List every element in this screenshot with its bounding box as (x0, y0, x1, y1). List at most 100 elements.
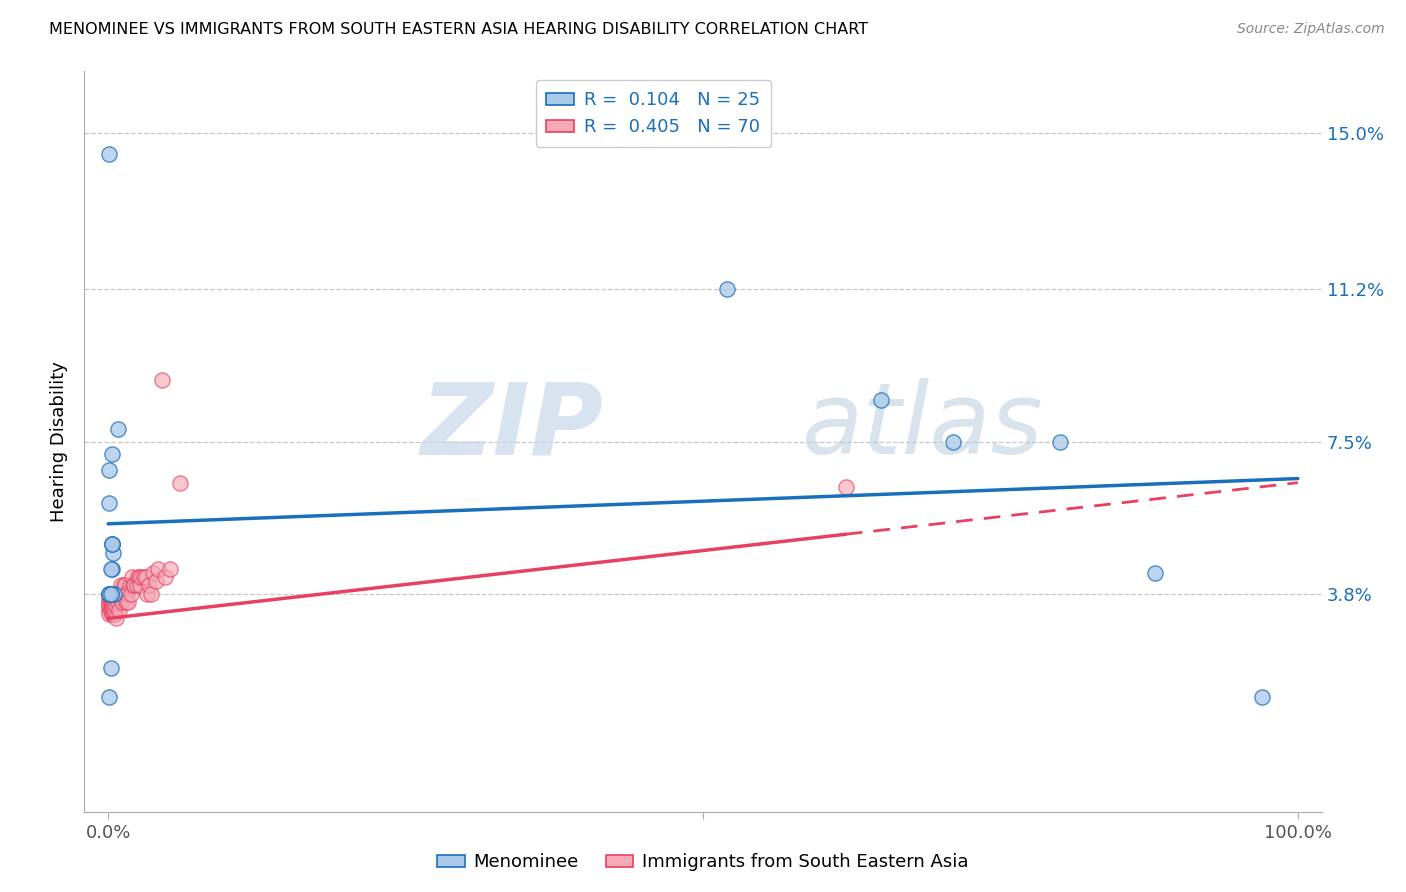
Point (98, 607, 121, 622)
Text: atlas: atlas (801, 378, 1043, 475)
Point (124, 578, 146, 592)
Point (128, 570, 150, 584)
Point (100, 595, 122, 609)
Point (125, 578, 148, 592)
Text: MENOMINEE VS IMMIGRANTS FROM SOUTH EASTERN ASIA HEARING DISABILITY CORRELATION C: MENOMINEE VS IMMIGRANTS FROM SOUTH EASTE… (49, 22, 869, 37)
Point (835, 480, 858, 494)
Point (101, 546, 124, 560)
Point (100, 599, 122, 613)
Point (111, 595, 134, 609)
Point (1144, 566, 1167, 581)
Point (103, 587, 125, 601)
Point (942, 434, 965, 449)
Point (100, 562, 122, 576)
Point (121, 570, 143, 584)
Point (100, 603, 122, 617)
Point (115, 587, 138, 601)
Point (98, 599, 121, 613)
Point (129, 578, 152, 592)
Point (108, 587, 131, 601)
Point (716, 282, 738, 296)
Y-axis label: Hearing Disability: Hearing Disability (51, 361, 69, 522)
Point (142, 566, 165, 581)
Point (105, 611, 128, 625)
Point (100, 562, 122, 576)
Point (108, 587, 131, 601)
Point (100, 603, 122, 617)
Point (100, 587, 122, 601)
Point (100, 607, 122, 622)
Point (100, 537, 122, 551)
Text: Source: ZipAtlas.com: Source: ZipAtlas.com (1237, 22, 1385, 37)
Point (870, 393, 893, 408)
Point (98, 587, 121, 601)
Point (101, 599, 124, 613)
Point (98, 496, 121, 510)
Point (103, 595, 125, 609)
Point (159, 562, 181, 576)
Point (107, 595, 129, 609)
Point (100, 537, 122, 551)
Point (98, 463, 121, 477)
Point (117, 595, 139, 609)
Point (136, 587, 159, 601)
Point (100, 591, 122, 605)
Point (1049, 434, 1071, 449)
Point (120, 587, 142, 601)
Point (155, 570, 177, 584)
Point (169, 475, 191, 490)
Point (98, 591, 121, 605)
Point (127, 570, 149, 584)
Point (98, 603, 121, 617)
Point (100, 591, 122, 605)
Point (104, 607, 127, 622)
Point (101, 607, 124, 622)
Point (112, 578, 135, 592)
Legend: Menominee, Immigrants from South Eastern Asia: Menominee, Immigrants from South Eastern… (430, 847, 976, 879)
Point (107, 587, 129, 601)
Point (98, 599, 121, 613)
Point (108, 591, 131, 605)
Point (100, 537, 122, 551)
Point (100, 587, 122, 601)
Point (98, 146, 121, 161)
Point (101, 595, 124, 609)
Point (98, 587, 121, 601)
Point (1251, 690, 1274, 704)
Point (104, 591, 127, 605)
Point (100, 587, 122, 601)
Point (138, 578, 160, 592)
Point (135, 570, 157, 584)
Point (145, 574, 167, 589)
Point (115, 587, 138, 601)
Point (98, 587, 121, 601)
Point (132, 570, 155, 584)
Point (131, 570, 153, 584)
Point (98, 690, 121, 704)
Point (118, 578, 141, 592)
Point (98, 595, 121, 609)
Point (110, 578, 132, 592)
Point (150, 373, 173, 387)
Point (100, 599, 122, 613)
Point (98, 595, 121, 609)
Point (139, 587, 162, 601)
Point (104, 587, 127, 601)
Point (103, 603, 125, 617)
Point (111, 587, 134, 601)
Point (115, 595, 138, 609)
Point (107, 422, 129, 436)
Point (100, 661, 122, 675)
Point (122, 578, 145, 592)
Point (146, 562, 169, 576)
Point (105, 599, 128, 613)
Point (108, 603, 131, 617)
Point (100, 595, 122, 609)
Point (114, 578, 136, 592)
Point (101, 587, 124, 601)
Point (100, 587, 122, 601)
Point (100, 447, 122, 461)
Text: ZIP: ZIP (420, 378, 605, 475)
Point (114, 591, 136, 605)
Point (103, 587, 125, 601)
